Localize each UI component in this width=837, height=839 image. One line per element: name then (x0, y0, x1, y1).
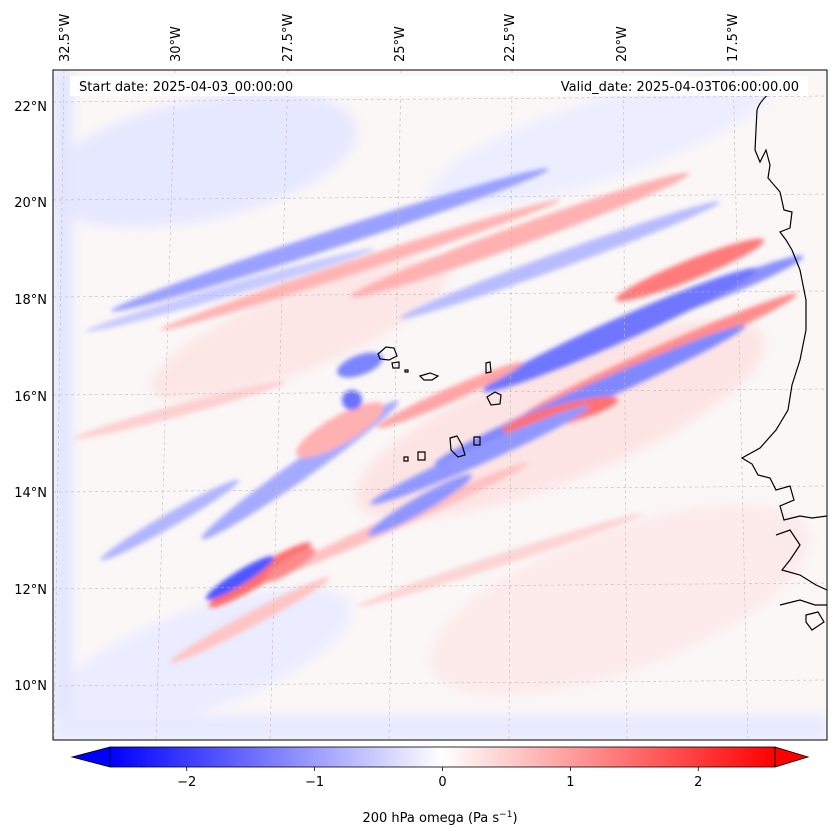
colorbar-tick-label: 2 (694, 775, 702, 790)
lat-tick-label: 16°N (14, 390, 47, 405)
island-brava (403, 456, 409, 462)
latitude-ticks: 22°N 20°N 18°N 16°N 14°N 12°N 10°N (14, 100, 47, 694)
colorbar-ticks: −2 −1 0 1 2 (177, 767, 702, 790)
colorbar-label-exponent: −1 (499, 810, 512, 820)
lat-tick-label: 14°N (14, 486, 47, 501)
lon-tick-label: 22.5°W (503, 14, 518, 62)
lon-tick-label: 27.5°W (281, 14, 296, 62)
date-header-background (70, 76, 808, 96)
lat-tick-label: 20°N (14, 196, 47, 211)
island-santiago (449, 435, 466, 458)
lon-tick-label: 30°W (169, 26, 184, 62)
start-date-label: Start date: 2025-04-03_00:00:00 (79, 80, 293, 95)
gridlines (53, 70, 827, 740)
colorbar-tick-label: −1 (305, 775, 324, 790)
lon-tick-label: 25°W (393, 26, 408, 62)
lat-tick-label: 12°N (14, 583, 47, 598)
colorbar-label-close: ) (512, 811, 517, 826)
longitude-ticks: 32.5°W 30°W 27.5°W 25°W 22.5°W 20°W 17.5… (58, 14, 741, 62)
map-frame (52, 69, 828, 741)
lat-tick-label: 18°N (14, 293, 47, 308)
island-sal (485, 361, 492, 374)
lon-tick-label: 17.5°W (726, 14, 741, 62)
coastline (377, 81, 828, 631)
valid-date-label: Valid_date: 2025-04-03T06:00:00.00 (561, 80, 799, 95)
colorbar-tick-label: −2 (177, 775, 196, 790)
map-panel: Start date: 2025-04-03_00:00:00 Valid_da… (52, 69, 828, 741)
island-boa-vista (486, 391, 502, 406)
island-santo-antao (377, 346, 398, 361)
omega-field (53, 70, 827, 740)
island-fogo (417, 451, 426, 461)
omega-field-soft (53, 70, 827, 740)
lon-tick-label: 20°W (615, 26, 630, 62)
africa-coast (740, 81, 828, 631)
omega-field-streaks (73, 168, 804, 663)
island-sao-vicente (391, 361, 400, 369)
island-santa-luzia (404, 369, 409, 373)
lat-tick-label: 22°N (14, 100, 47, 115)
colorbar-label: 200 hPa omega (Pa s−1) (362, 810, 517, 826)
island-sao-nicolau (418, 372, 440, 381)
lat-tick-label: 10°N (14, 679, 47, 694)
colorbar: −2 −1 0 1 2 200 hPa omega (Pa s−1) (70, 746, 810, 826)
colorbar-body (109, 746, 776, 768)
colorbar-tick-label: 1 (566, 775, 574, 790)
colorbar-extend-high (774, 746, 810, 768)
island-maio (473, 436, 481, 446)
lon-tick-label: 32.5°W (58, 14, 73, 62)
colorbar-tick-label: 0 (438, 775, 446, 790)
colorbar-extend-low (70, 746, 111, 768)
colorbar-label-text: 200 hPa omega (Pa s (362, 811, 499, 826)
